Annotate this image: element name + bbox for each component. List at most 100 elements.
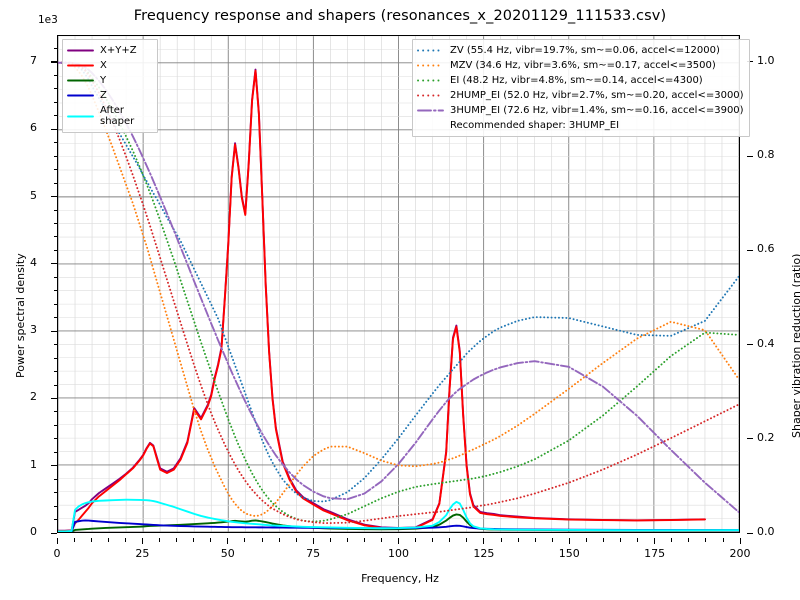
x-minor-tick: [705, 538, 707, 542]
x-minor-tick: [261, 538, 263, 542]
x-tick-label: 200: [729, 547, 751, 560]
y-minor-tick-left: [53, 249, 57, 251]
series-zv: [58, 61, 739, 503]
y-minor-tick-left: [53, 424, 57, 426]
x-tick-label: 25: [135, 547, 150, 560]
x-tick-label: 75: [306, 547, 321, 560]
y-tick-label-left: 4: [30, 255, 37, 269]
x-tick-label: 175: [644, 547, 666, 560]
x-minor-tick: [90, 538, 92, 542]
x-minor-tick: [517, 538, 519, 542]
x-minor-tick: [415, 538, 417, 542]
y-minor-tick-left: [53, 101, 57, 103]
legend-shapers: ZV (55.4 Hz, vibr=19.7%, sm~=0.06, accel…: [412, 39, 750, 137]
x-minor-tick: [73, 538, 75, 542]
y-minor-tick-left: [53, 478, 57, 480]
chart-title: Frequency response and shapers (resonanc…: [133, 8, 667, 24]
x-minor-tick: [671, 538, 673, 542]
y-tick-mark-right: [747, 155, 753, 157]
series-y: [58, 513, 739, 532]
legend-line-swatch-icon: [417, 60, 444, 71]
x-tick-mark: [483, 538, 485, 544]
y-minor-tick-left: [53, 115, 57, 117]
x-minor-tick: [688, 538, 690, 542]
y-axis-right-label: Shaper vibration reduction (ratio): [790, 253, 800, 438]
recommended-shaper-note: Recommended shaper: 3HUMP_EI: [450, 120, 620, 131]
x-minor-tick: [603, 538, 604, 542]
y-tick-label-left: 2: [30, 390, 37, 404]
y-tick-mark-right: [747, 438, 753, 440]
legend-entry-3hump-ei: 3HUMP_EI (72.6 Hz, vibr=1.4%, sm~=0.16, …: [417, 103, 744, 118]
y-tick-mark-right: [747, 249, 753, 251]
x-tick-label: 125: [473, 547, 495, 560]
y-minor-tick-left: [53, 169, 57, 171]
x-minor-tick: [620, 538, 621, 542]
legend-entry-x: X: [67, 58, 152, 73]
x-tick-mark: [654, 538, 656, 544]
y-minor-tick-left: [53, 317, 57, 319]
y-minor-tick-left: [53, 344, 57, 346]
y-tick-mark-left: [51, 263, 57, 265]
y-tick-label-left: 1: [30, 457, 37, 471]
legend-entry-mzv: MZV (34.6 Hz, vibr=3.6%, sm~=0.17, accel…: [417, 58, 744, 73]
legend-entry-x-y-z: X+Y+Z: [67, 43, 152, 58]
y-tick-mark-right: [747, 532, 753, 534]
x-minor-tick: [466, 538, 468, 542]
legend-line-swatch-icon: [67, 90, 94, 101]
y-minor-tick-left: [53, 519, 57, 521]
y-minor-tick-left: [53, 74, 57, 76]
legend-line-swatch-icon: [67, 111, 94, 122]
legend-line-swatch-icon: [67, 45, 94, 56]
legend-label: EI (48.2 Hz, vibr=4.8%, sm~=0.14, accel<…: [450, 75, 703, 86]
y-axis-right-ticks: 0.0 0.2 0.4 0.6 0.8 1.0: [747, 0, 799, 600]
legend-label: Y: [100, 75, 107, 86]
y-axis-exponent-label: 1e3: [38, 14, 58, 26]
y-tick-label-left: 3: [30, 323, 37, 337]
x-tick-label: 150: [558, 547, 580, 560]
y-tick-mark-left: [51, 128, 57, 130]
x-minor-tick: [722, 538, 724, 542]
legend-line-swatch-icon: [417, 45, 444, 56]
series-mzv: [58, 61, 739, 517]
y-minor-tick-left: [53, 223, 57, 224]
x-minor-tick: [176, 538, 178, 542]
x-minor-tick: [551, 538, 553, 542]
y-tick-label-left: 7: [30, 53, 37, 67]
y-minor-tick-left: [53, 384, 57, 386]
x-minor-tick: [346, 538, 348, 542]
series-3hump-ei: [58, 61, 739, 514]
y-tick-mark-right: [747, 344, 753, 346]
legend-label: X: [100, 60, 107, 71]
series-z: [58, 519, 739, 532]
y-minor-tick-left: [53, 505, 57, 507]
y-tick-label-left: 5: [30, 188, 37, 202]
y-minor-tick-left: [53, 182, 57, 184]
x-tick-label: 100: [388, 547, 409, 560]
y-axis-left-ticks: 0 1 2 3 4 5 6 7: [0, 0, 57, 600]
x-minor-tick: [534, 538, 536, 542]
series-2hump-ei: [58, 61, 739, 525]
y-tick-mark-left: [51, 465, 57, 467]
y-tick-label-right: 0.4: [757, 336, 775, 350]
legend-label: X+Y+Z: [100, 45, 137, 56]
x-tick-mark: [56, 538, 58, 544]
x-axis-ticks: 0 25 50 75 100 125 150 175 200: [0, 538, 800, 560]
x-tick-mark: [312, 538, 314, 544]
x-tick-label: 0: [53, 547, 61, 560]
legend-label: ZV (55.4 Hz, vibr=19.7%, sm~=0.06, accel…: [450, 45, 720, 56]
x-minor-tick: [637, 538, 639, 542]
legend-entry-y: Y: [67, 73, 152, 88]
legend-line-swatch-icon: [67, 75, 94, 86]
y-minor-tick-left: [53, 155, 57, 157]
x-minor-tick: [585, 538, 587, 542]
x-minor-tick: [193, 538, 195, 542]
x-minor-tick: [244, 538, 246, 542]
x-minor-tick: [363, 538, 365, 542]
x-minor-tick: [159, 538, 160, 542]
y-minor-tick-left: [53, 236, 57, 238]
y-tick-label-right: 0.8: [757, 148, 775, 162]
y-minor-tick-left: [53, 303, 57, 305]
y-tick-label-left: 0: [30, 525, 37, 538]
y-tick-mark-left: [51, 532, 57, 534]
legend-axes: X+Y+Z X Y Z After shaper: [62, 39, 158, 133]
